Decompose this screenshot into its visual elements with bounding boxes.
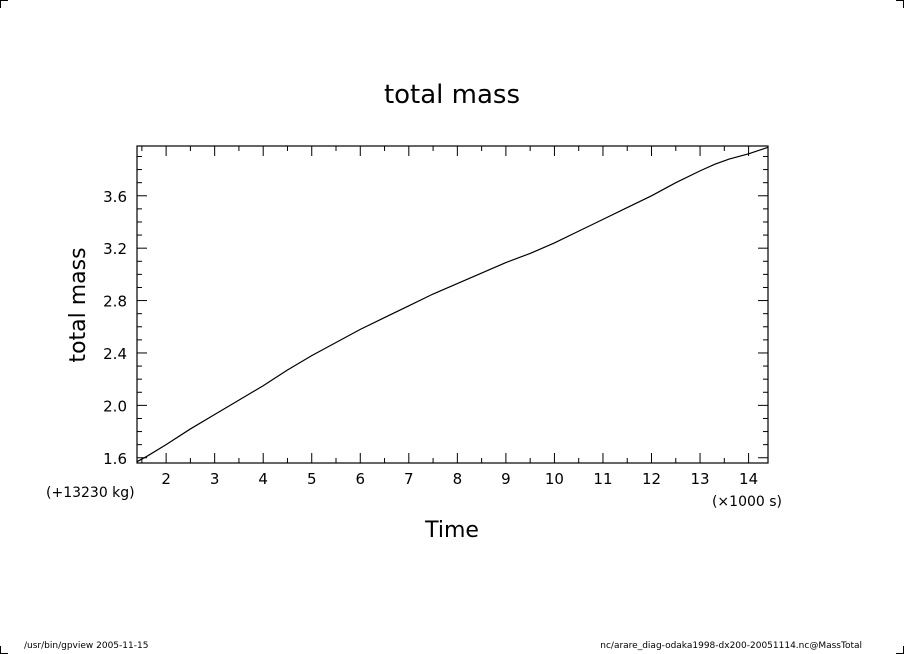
x-tick-label: 13: [690, 470, 709, 488]
x-axis-label: Time: [424, 518, 479, 543]
x-tick-label: 12: [642, 470, 661, 488]
x-tick-label: 5: [307, 470, 317, 488]
y-tick-label: 2.8: [103, 293, 127, 311]
x-unit-label: (×1000 s): [712, 494, 782, 510]
x-tick-label: 4: [258, 470, 268, 488]
x-tick-label: 2: [161, 470, 171, 488]
footer-right-info: nc/arare_diag-odaka1998-dx200-20051114.n…: [600, 641, 862, 651]
y-tick-labels: 1.6 2.0 2.4 2.8 3.2 3.6: [103, 188, 127, 468]
footer-left-info: /usr/bin/gpview 2005-11-15: [24, 641, 149, 651]
y-tick-label: 3.6: [103, 188, 127, 206]
x-tick-labels: 2 3 4 5 6 7 8 9 10 11 12 13 14: [161, 470, 758, 488]
x-tick-label: 14: [739, 470, 758, 488]
x-offset-label: (+13230 kg): [46, 485, 135, 501]
plot-frame: [136, 145, 769, 464]
chart-title: total mass: [384, 80, 520, 110]
x-tick-label: 6: [356, 470, 366, 488]
y-tick-label: 2.0: [103, 397, 127, 415]
y-tick-label: 1.6: [103, 450, 127, 468]
x-tick-label: 11: [593, 470, 612, 488]
axis-ticks: [137, 146, 768, 463]
y-tick-label: 2.4: [103, 345, 127, 363]
y-axis-label: total mass: [66, 247, 91, 362]
x-tick-label: 9: [501, 470, 511, 488]
series-line-total-mass: [136, 146, 769, 463]
x-tick-label: 7: [404, 470, 414, 488]
y-tick-label: 3.2: [103, 240, 127, 258]
x-tick-label: 10: [545, 470, 564, 488]
x-tick-label: 8: [453, 470, 463, 488]
x-tick-label: 3: [210, 470, 220, 488]
